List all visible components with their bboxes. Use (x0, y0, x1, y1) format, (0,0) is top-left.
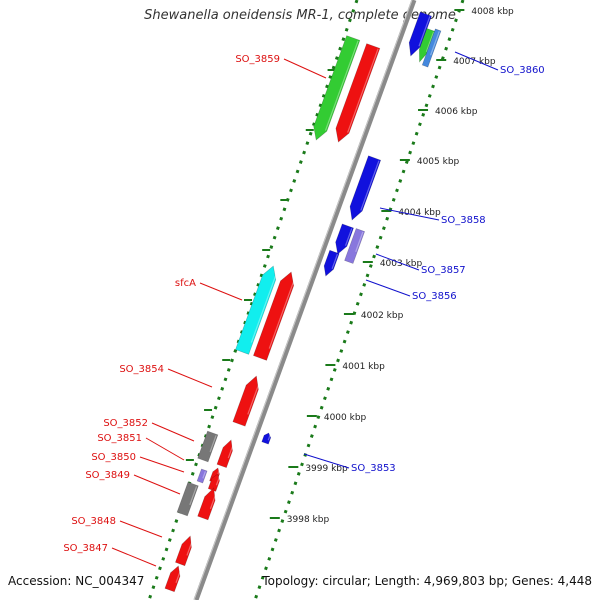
scale-tick-label: 3999 kbp (305, 464, 348, 474)
label-leader-line (199, 282, 243, 301)
gene-so3852[interactable] (197, 430, 219, 463)
scale-tick-label: 4002 kbp (361, 311, 404, 321)
accession-text: Accession: NC_004347 (8, 574, 145, 588)
gene-so3860[interactable] (421, 28, 442, 68)
label-leader-line (375, 253, 420, 271)
gene-label[interactable]: SO_3849 (85, 470, 130, 481)
topology-text: Topology: circular; Length: 4,969,803 bp… (262, 574, 592, 588)
gene-so3854[interactable] (232, 374, 263, 427)
gene-so3847[interactable] (164, 564, 183, 593)
gene-label[interactable]: SO_3852 (103, 418, 148, 429)
label-leaders (111, 51, 499, 567)
gene-so3857[interactable] (344, 228, 366, 264)
gene-so3856[interactable] (321, 249, 340, 277)
gene-so3858[interactable] (346, 155, 382, 222)
gene-label[interactable]: SO_3853 (351, 463, 396, 474)
scale-tick-label: 4000 kbp (324, 413, 367, 423)
label-leader-line (283, 58, 327, 79)
scale-tick-label: 4001 kbp (342, 362, 385, 372)
gene-labels: SO_3859 sfcA SO_3854 SO_3852 SO_3851 SO_3850 S… (63, 54, 544, 554)
backbone-highlight (193, 0, 413, 600)
scale-tick-label: 3998 kbp (287, 515, 330, 525)
gene-label[interactable]: SO_3856 (412, 291, 457, 302)
gene-so3849-red[interactable] (207, 473, 221, 492)
gene-so3849[interactable] (176, 481, 199, 517)
scale-tick-label: 4004 kbp (398, 208, 441, 218)
scale-tick-label: 4005 kbp (417, 157, 460, 167)
label-leader-line (145, 437, 185, 461)
label-leader-line (379, 207, 440, 221)
gene-so3859[interactable] (332, 43, 381, 145)
label-leader-line (454, 51, 499, 71)
gene-label[interactable]: SO_3857 (421, 265, 466, 276)
gene-so3853[interactable] (261, 432, 272, 445)
gene-label[interactable]: sfcA (175, 278, 196, 289)
label-leader-line (303, 453, 350, 469)
scale-tick-label: 4007 kbp (453, 57, 496, 67)
genome-backbone (193, 0, 417, 600)
gene-sfcA-cyan[interactable] (235, 264, 280, 355)
scale-tick-label: 4006 kbp (435, 107, 478, 117)
gene-label[interactable]: SO_3850 (91, 452, 136, 463)
gene-label[interactable]: SO_3860 (500, 65, 545, 76)
gene-label[interactable]: SO_3847 (63, 543, 108, 554)
label-leader-line (365, 279, 411, 297)
gene-so3849-b[interactable] (197, 486, 219, 521)
label-leader-line (133, 474, 181, 495)
scale-tick-label: 4008 kbp (471, 7, 514, 17)
gene-sfcA[interactable] (253, 270, 297, 361)
gene-so3851[interactable] (216, 438, 236, 469)
gene-label[interactable]: SO_3854 (119, 364, 164, 375)
gene-so3849-small[interactable] (196, 468, 208, 484)
gene-features (164, 11, 442, 593)
label-leader-line (139, 456, 185, 473)
gene-label[interactable]: SO_3859 (235, 54, 280, 65)
label-leader-line (151, 422, 195, 442)
gene-label[interactable]: SO_3851 (97, 433, 142, 444)
map-title: Shewanella oneidensis MR-1, complete gen… (144, 8, 456, 23)
gene-label[interactable]: SO_3848 (71, 516, 116, 527)
gene-so3848[interactable] (175, 534, 195, 567)
gene-so3857-blue[interactable] (332, 223, 354, 256)
gene-label[interactable]: SO_3858 (441, 215, 486, 226)
label-leader-line (167, 368, 213, 388)
label-leader-line (111, 547, 157, 567)
label-leader-line (119, 520, 163, 538)
scale-tick-label: 4003 kbp (380, 259, 423, 269)
gene-so3859-green[interactable] (310, 35, 361, 143)
scale-ticks: 3998 kbp 3999 kbp 4000 kbp 4001 kbp 4002 kbp… (185, 7, 514, 525)
